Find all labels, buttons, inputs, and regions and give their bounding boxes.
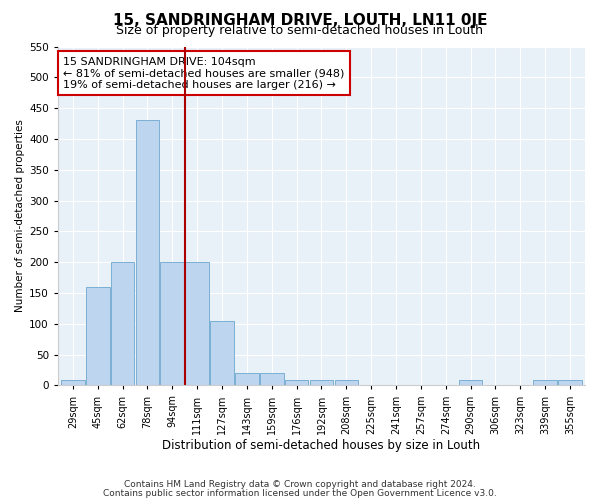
Text: Contains HM Land Registry data © Crown copyright and database right 2024.: Contains HM Land Registry data © Crown c…	[124, 480, 476, 489]
Bar	[260, 373, 284, 386]
X-axis label: Distribution of semi-detached houses by size in Louth: Distribution of semi-detached houses by …	[163, 440, 481, 452]
Bar	[285, 380, 308, 386]
Bar	[210, 320, 234, 386]
Text: 15, SANDRINGHAM DRIVE, LOUTH, LN11 0JE: 15, SANDRINGHAM DRIVE, LOUTH, LN11 0JE	[113, 12, 487, 28]
Bar	[61, 380, 85, 386]
Y-axis label: Number of semi-detached properties: Number of semi-detached properties	[15, 120, 25, 312]
Text: Size of property relative to semi-detached houses in Louth: Size of property relative to semi-detach…	[116, 24, 484, 37]
Bar	[235, 373, 259, 386]
Bar	[111, 262, 134, 386]
Bar	[185, 262, 209, 386]
Bar	[459, 380, 482, 386]
Text: 15 SANDRINGHAM DRIVE: 104sqm
← 81% of semi-detached houses are smaller (948)
19%: 15 SANDRINGHAM DRIVE: 104sqm ← 81% of se…	[63, 56, 344, 90]
Bar	[136, 120, 159, 386]
Bar	[160, 262, 184, 386]
Bar	[558, 380, 582, 386]
Bar	[310, 380, 333, 386]
Bar	[533, 380, 557, 386]
Bar	[86, 287, 110, 386]
Text: Contains public sector information licensed under the Open Government Licence v3: Contains public sector information licen…	[103, 488, 497, 498]
Bar	[335, 380, 358, 386]
